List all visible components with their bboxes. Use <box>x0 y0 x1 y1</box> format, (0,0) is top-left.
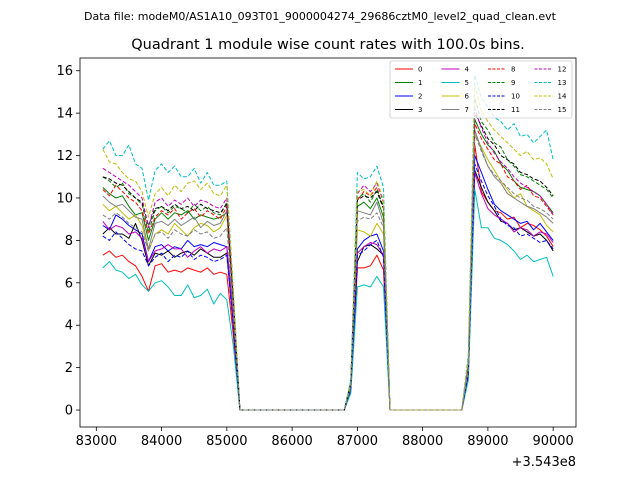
series-line-11 <box>102 112 554 411</box>
x-tick-label: 83000 <box>76 434 117 449</box>
x-tick-label: 87000 <box>337 434 378 449</box>
legend-label-6: 6 <box>465 93 470 101</box>
legend-label-8: 8 <box>511 66 515 74</box>
x-tick-label: 85000 <box>206 434 247 449</box>
x-tick-label: 90000 <box>532 434 573 449</box>
y-tick-label: 10 <box>56 191 73 206</box>
legend-label-3: 3 <box>418 106 422 114</box>
series-line-6 <box>102 133 554 411</box>
series-line-5 <box>102 189 554 411</box>
series-line-1 <box>102 119 554 411</box>
series-line-13 <box>102 74 554 411</box>
y-tick-label: 0 <box>65 404 73 419</box>
legend-label-14: 14 <box>558 93 567 101</box>
legend-label-0: 0 <box>418 66 422 74</box>
legend-label-13: 13 <box>558 79 567 87</box>
series-line-15 <box>102 133 554 411</box>
x-tick-label: 89000 <box>467 434 508 449</box>
series-line-2 <box>102 155 554 411</box>
y-tick-label: 14 <box>56 107 73 122</box>
y-tick-label: 2 <box>65 361 73 376</box>
x-tick-label: 86000 <box>271 434 312 449</box>
legend-label-10: 10 <box>511 93 520 101</box>
legend-label-2: 2 <box>418 93 422 101</box>
y-tick-label: 8 <box>65 234 73 249</box>
series-line-9 <box>102 97 554 411</box>
plot-frame <box>79 57 577 428</box>
legend-label-12: 12 <box>558 66 567 74</box>
chart-title: Quadrant 1 module wise count rates with … <box>131 37 525 53</box>
y-tick-label: 6 <box>65 276 73 291</box>
x-tick-label: 88000 <box>402 434 443 449</box>
legend-label-11: 11 <box>511 106 520 114</box>
legend-box <box>389 60 573 119</box>
legend-label-1: 1 <box>418 79 422 87</box>
legend-label-4: 4 <box>465 66 470 74</box>
series-line-4 <box>102 172 554 411</box>
series-line-8 <box>102 123 554 411</box>
series-line-7 <box>102 129 554 411</box>
series-line-10 <box>102 163 554 411</box>
y-tick-label: 4 <box>65 319 73 334</box>
legend-label-15: 15 <box>558 106 567 114</box>
legend-label-9: 9 <box>511 79 515 87</box>
x-offset-label: +3.543e8 <box>512 455 576 470</box>
legend-label-5: 5 <box>465 79 469 87</box>
y-tick-label: 12 <box>56 149 73 164</box>
figure-suptitle: Data file: modeM0/AS1A10_093T01_90000042… <box>84 10 557 23</box>
x-tick-label: 84000 <box>141 434 182 449</box>
y-tick-label: 16 <box>56 64 73 79</box>
legend-label-7: 7 <box>465 106 469 114</box>
